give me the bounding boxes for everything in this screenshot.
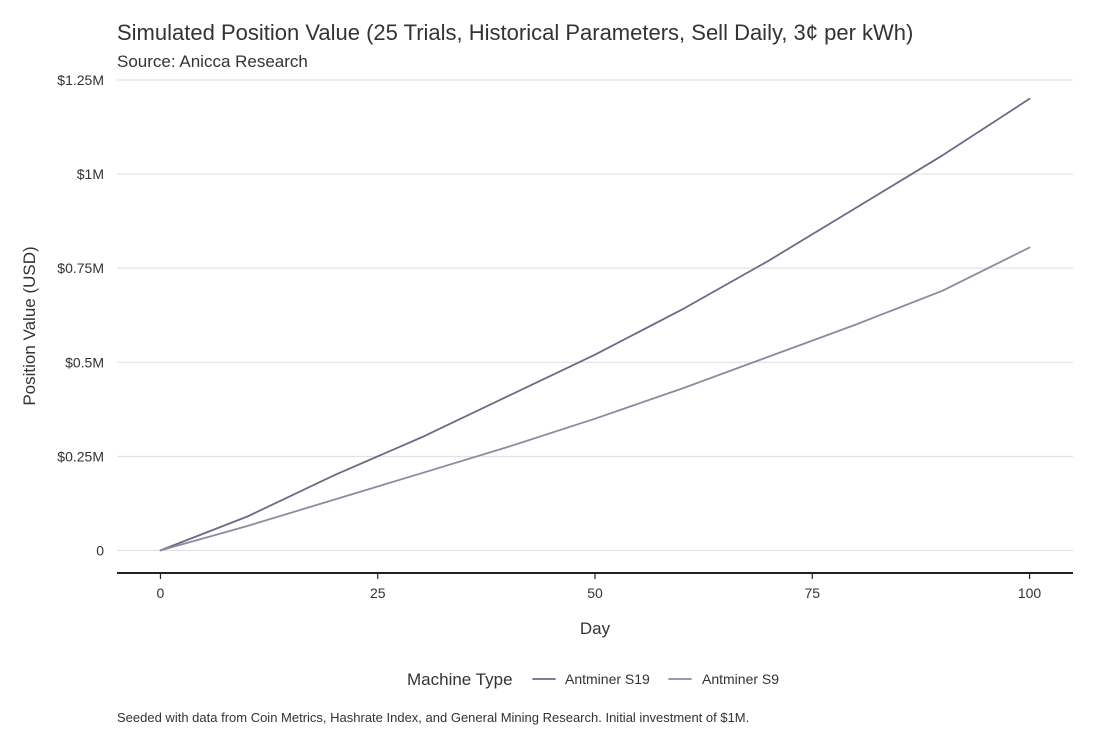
legend-label-antminer-s19: Antminer S19 [565, 671, 650, 687]
chart-subtitle: Source: Anicca Research [117, 52, 308, 71]
legend-label-antminer-s9: Antminer S9 [702, 671, 779, 687]
y-axis: 0 $0.25M $0.5M $0.75M $1M $1.25M [57, 72, 104, 558]
chart-caption: Seeded with data from Coin Metrics, Hash… [117, 710, 749, 725]
y-tick-label: 0 [96, 542, 104, 558]
plot-area [159, 97, 1031, 552]
y-tick-label: $1M [77, 166, 104, 182]
x-axis-title: Day [580, 619, 611, 638]
x-tick-label: 100 [1018, 585, 1042, 601]
y-tick-label: $1.25M [57, 72, 104, 88]
series-line-antminer-s19 [159, 97, 1031, 552]
x-tick-label: 50 [587, 585, 603, 601]
y-tick-label: $0.25M [57, 448, 104, 464]
legend-title: Machine Type [407, 670, 513, 689]
chart-title: Simulated Position Value (25 Trials, His… [117, 20, 913, 45]
series-line-antminer-s9 [159, 246, 1031, 552]
gridlines [117, 79, 1073, 551]
y-tick-label: $0.5M [65, 354, 104, 370]
y-tick-label: $0.75M [57, 260, 104, 276]
y-axis-title: Position Value (USD) [20, 246, 39, 405]
x-tick-label: 0 [157, 585, 165, 601]
legend: Machine Type Antminer S19 Antminer S9 [407, 670, 779, 689]
x-axis: 0 25 50 75 100 [157, 573, 1042, 601]
x-tick-label: 75 [804, 585, 820, 601]
x-tick-label: 25 [370, 585, 386, 601]
